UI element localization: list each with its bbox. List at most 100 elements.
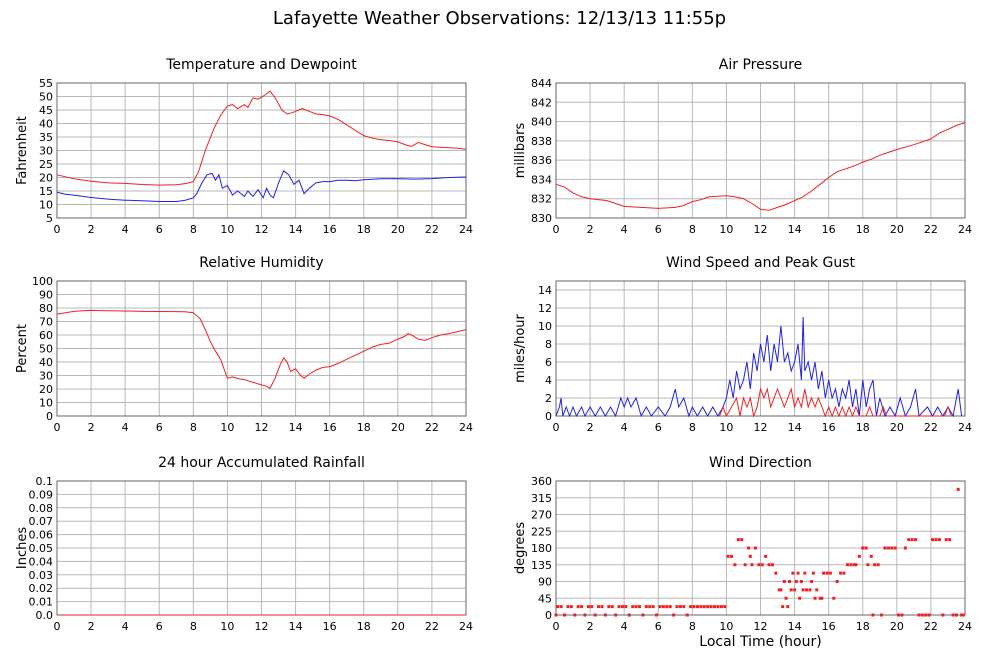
data-point [586, 605, 590, 609]
x-tick-label: 12 [255, 620, 269, 633]
data-point [610, 605, 614, 609]
x-tick-label: 0 [553, 620, 560, 633]
series-line-1 [56, 309, 467, 390]
data-point [641, 613, 645, 617]
x-tick-label: 20 [890, 223, 904, 236]
x-tick-label: 4 [621, 421, 628, 434]
data-point [617, 605, 621, 609]
data-point [883, 546, 887, 550]
x-tick-label: 24 [958, 223, 972, 236]
x-tick-label: 24 [459, 421, 473, 434]
x-tick-label: 22 [924, 223, 938, 236]
y-tick-label: 838 [531, 135, 552, 148]
plot-frame [56, 280, 467, 417]
data-point [920, 613, 924, 617]
data-point [910, 538, 914, 542]
x-tick-label: 4 [122, 421, 129, 434]
x-tick-label: 2 [587, 421, 594, 434]
x-tick-label: 6 [156, 223, 163, 236]
data-point [590, 605, 594, 609]
data-point [903, 546, 907, 550]
y-tick-label: 20 [39, 172, 53, 185]
data-point [554, 613, 558, 617]
data-point [685, 613, 689, 617]
data-point [871, 613, 875, 617]
x-tick-label: 14 [289, 421, 303, 434]
x-tick-label: 16 [822, 421, 836, 434]
data-point [678, 605, 682, 609]
plot-frame [56, 82, 467, 219]
x-tick-label: 16 [323, 620, 337, 633]
x-tick-label: 6 [156, 620, 163, 633]
data-point [634, 605, 638, 609]
y-tick-label: 20 [39, 383, 53, 396]
data-point [638, 605, 642, 609]
data-point [757, 563, 761, 567]
data-point [781, 605, 785, 609]
data-point [689, 605, 693, 609]
data-point [782, 580, 786, 583]
data-point [854, 563, 858, 567]
data-point [805, 588, 809, 592]
y-tick-label: 135 [531, 559, 552, 572]
data-point [603, 613, 607, 617]
y-tick-label: 0 [545, 609, 552, 622]
data-point [600, 605, 604, 609]
data-point [835, 580, 839, 583]
x-tick-label: 2 [88, 421, 95, 434]
y-axis-label: Percent [15, 324, 30, 373]
data-point [631, 605, 635, 609]
data-point [818, 596, 822, 600]
data-point [866, 563, 870, 567]
y-tick-label: 45 [538, 592, 552, 605]
data-point [672, 613, 676, 617]
y-tick-label: 842 [531, 96, 552, 109]
data-point [573, 613, 577, 617]
data-point [897, 613, 901, 617]
data-point [723, 605, 727, 609]
data-point [777, 588, 781, 592]
y-tick-label: 10 [39, 199, 53, 212]
data-point [815, 588, 819, 592]
x-tick-label: 16 [323, 223, 337, 236]
data-point [695, 605, 699, 609]
y-tick-label: 844 [531, 77, 552, 90]
y-axis-label: degrees [513, 522, 528, 575]
x-tick-label: 10 [220, 620, 234, 633]
data-point [852, 563, 856, 567]
data-point [791, 571, 795, 575]
y-tick-label: 35 [39, 131, 53, 144]
data-point [927, 613, 931, 617]
x-tick-label: 12 [754, 223, 768, 236]
data-point [864, 546, 868, 550]
y-tick-label: 14 [538, 284, 552, 297]
x-tick-label: 16 [822, 223, 836, 236]
data-point [740, 538, 744, 542]
data-point [849, 563, 853, 567]
y-tick-label: 0.04 [29, 555, 54, 568]
x-tick-label: 12 [255, 421, 269, 434]
data-point [566, 605, 570, 609]
y-tick-label: 50 [39, 91, 53, 104]
x-tick-label: 8 [190, 421, 197, 434]
y-tick-label: 8 [545, 338, 552, 351]
x-tick-label: 8 [689, 620, 696, 633]
data-point [890, 546, 894, 550]
data-point [873, 563, 877, 567]
data-point [954, 613, 958, 617]
y-tick-label: 45 [39, 104, 53, 117]
data-point [917, 613, 921, 617]
x-tick-label: 18 [856, 620, 870, 633]
data-point [886, 546, 890, 550]
series-line-1 [56, 90, 467, 186]
data-point [682, 605, 686, 609]
data-point [876, 563, 880, 567]
y-tick-label: 12 [538, 302, 552, 315]
y-tick-label: 0.02 [29, 582, 54, 595]
